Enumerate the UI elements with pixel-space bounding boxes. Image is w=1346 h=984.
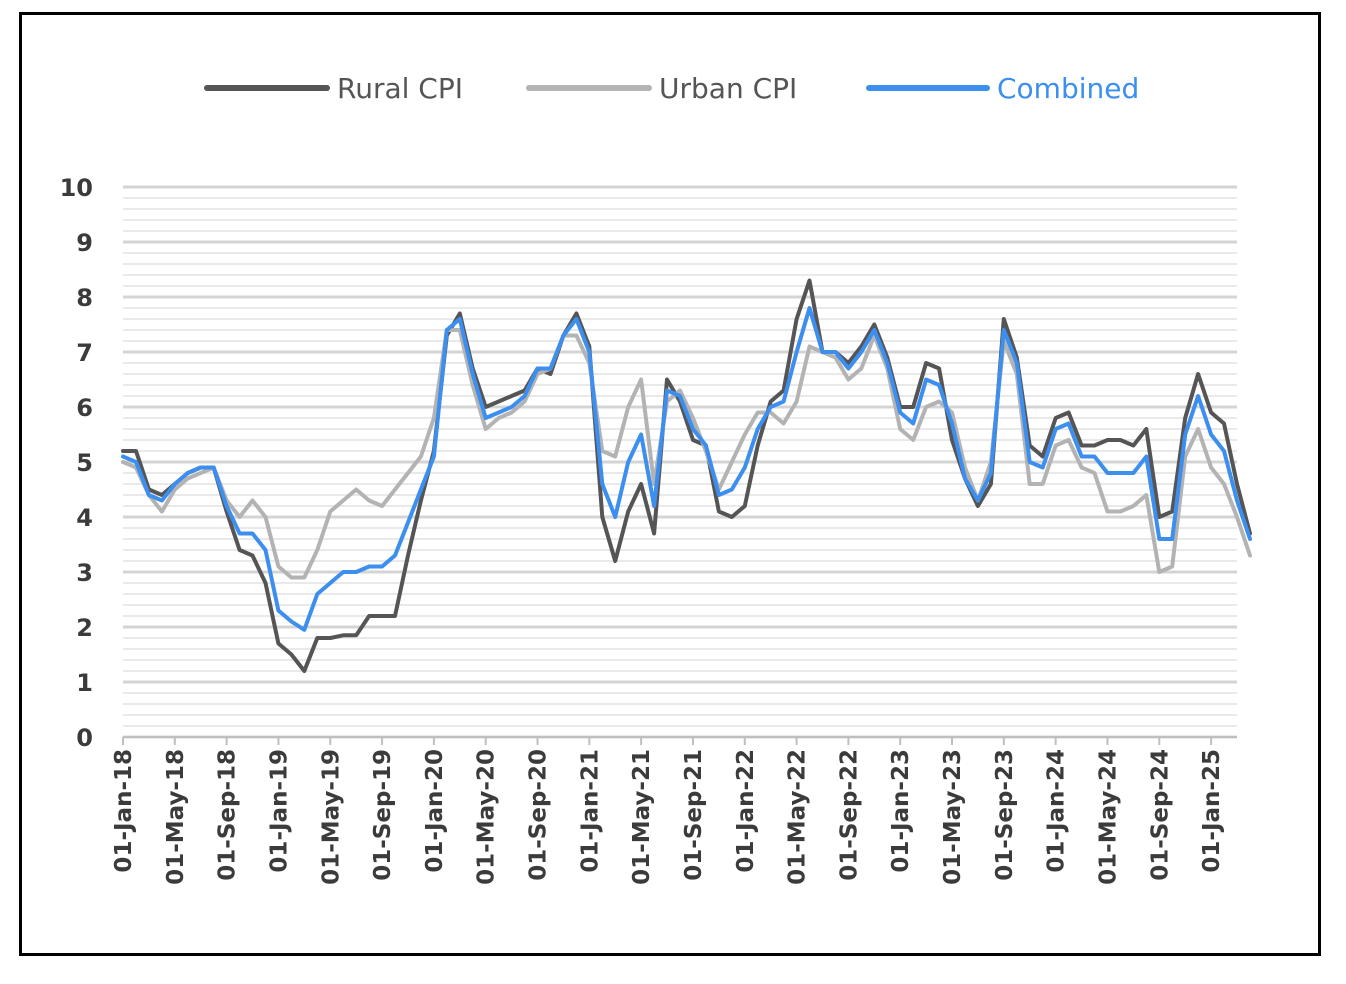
series-line-urban-cpi [121,328,1252,580]
x-tick-label: 01-Jan-24 [1044,749,1070,873]
x-tick-label: 01-Sep-23 [992,749,1018,881]
y-tick-label: 2 [76,614,93,642]
x-tick-label: 01-Sep-19 [370,749,396,881]
y-tick-label: 6 [76,394,93,422]
axes [122,736,1237,745]
x-tick-label: 01-Jan-19 [266,749,292,873]
y-tick-label: 8 [76,284,93,312]
y-tick-label: 9 [76,229,93,257]
gridlines [123,185,1237,739]
x-tick-label: 01-May-21 [629,749,655,885]
chart-frame: Rural CPI Urban CPI Combined 0 1 2 3 4 5 6 7 8 9 10 … [19,12,1321,956]
x-tick-label: 01-May-22 [785,749,811,885]
legend-label: Urban CPI [659,72,797,105]
series-lines [121,278,1252,673]
y-tick-label: 10 [60,174,93,202]
x-tick-label: 01-May-19 [318,749,344,885]
x-tick-label: 01-Jan-23 [888,749,914,873]
y-tick-label: 0 [76,724,93,752]
x-tick-label: 01-May-20 [474,749,500,885]
legend-label: Rural CPI [337,72,463,105]
x-tick-label: 01-Sep-21 [681,749,707,881]
x-tick-label: 01-Jan-25 [1199,749,1225,873]
y-tick-label: 3 [76,559,93,587]
x-tick-label: 01-May-18 [163,749,189,885]
x-tick-label: 01-Jan-21 [577,749,603,873]
x-tick-label: 01-May-24 [1095,749,1121,885]
x-tick-label: 01-Sep-20 [526,749,552,881]
y-axis-tick-labels: 0 1 2 3 4 5 6 7 8 9 10 [60,174,93,752]
y-tick-label: 5 [76,449,93,477]
x-tick-label: 01-Jan-18 [111,749,137,873]
y-tick-label: 7 [76,339,93,367]
x-tick-label: 01-May-23 [940,749,966,885]
x-axis-tick-labels: 01-Jan-18 01-May-18 01-Sep-18 01-Jan-19 01-M… [111,749,1225,885]
x-tick-label: 01-Jan-22 [733,749,759,873]
x-tick-label: 01-Sep-24 [1147,749,1173,881]
x-tick-label: 01-Sep-22 [836,749,862,881]
series-line-combined [121,306,1252,632]
line-chart: Rural CPI Urban CPI Combined 012345678910 … [60,72,1252,885]
y-tick-label: 1 [76,669,93,697]
x-tick-label: 01-Sep-18 [215,749,241,881]
y-tick-label: 4 [76,504,93,532]
x-tick-label: 01-Jan-20 [422,749,448,873]
legend: Rural CPI Urban CPI Combined [204,72,1139,105]
series-line-rural-cpi [121,278,1252,673]
legend-label: Combined [997,72,1139,105]
